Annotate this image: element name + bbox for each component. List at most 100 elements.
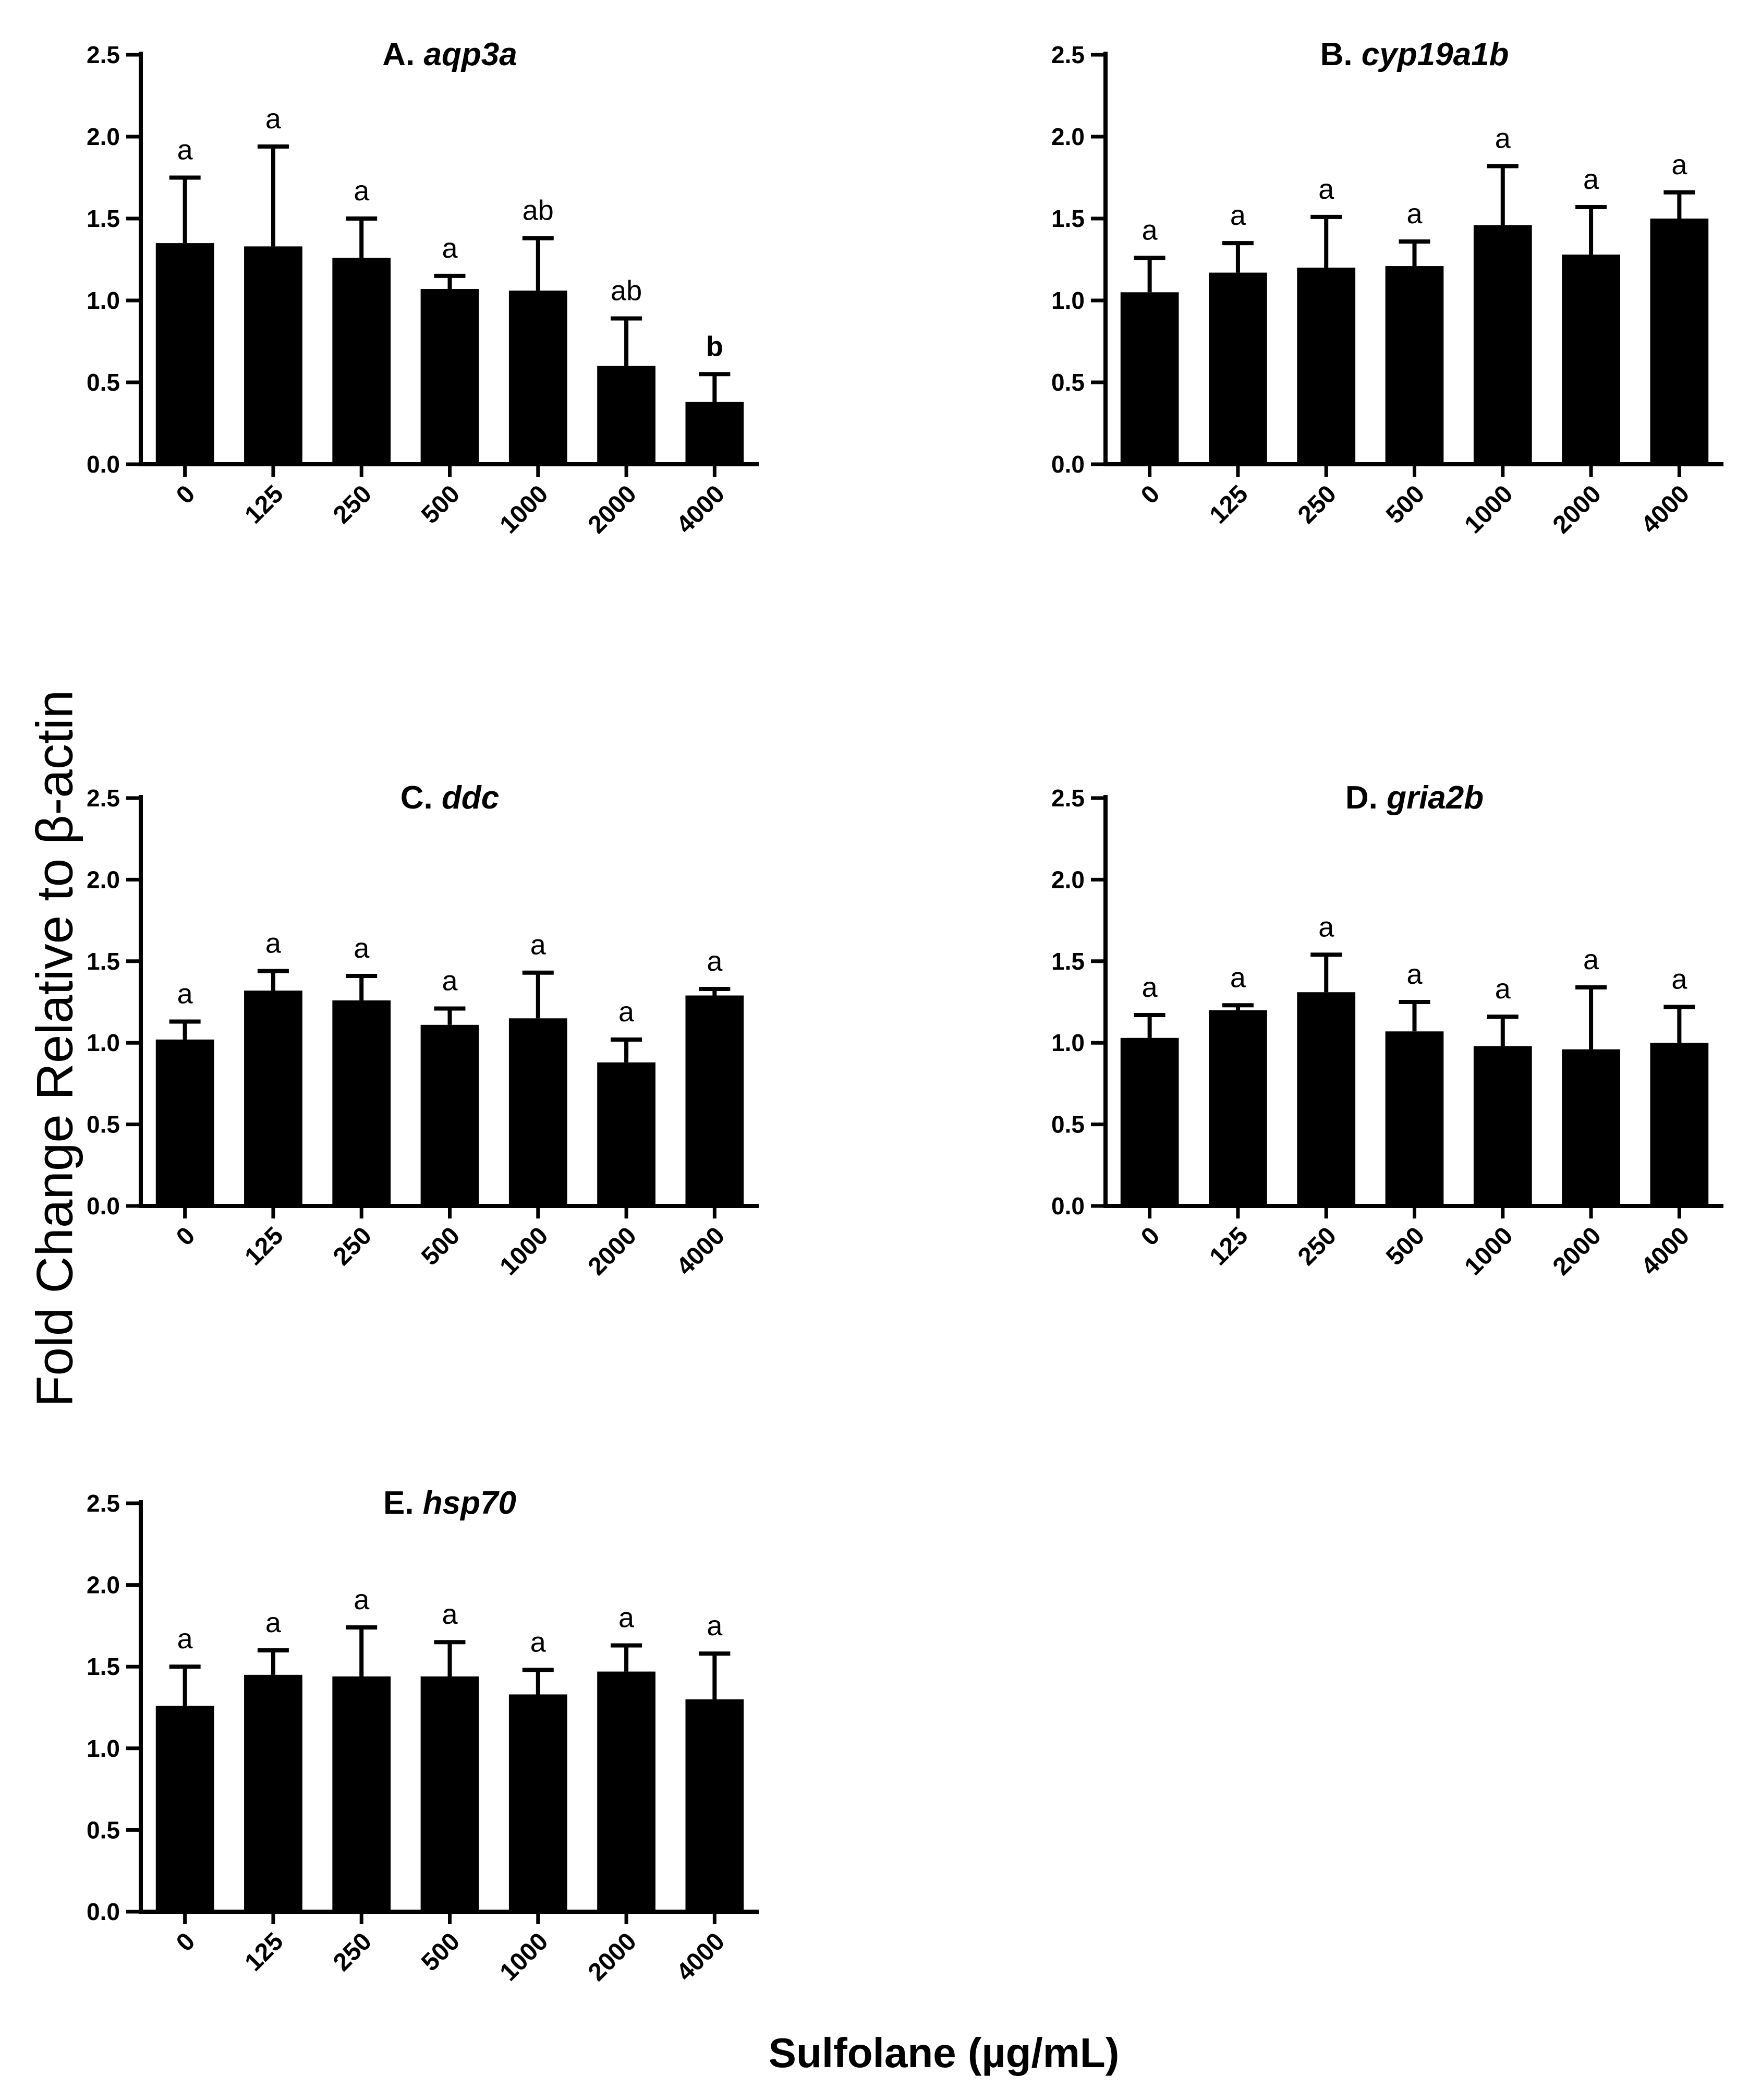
significance-letter: a (265, 928, 282, 959)
chart-title-gene: gria2b (1386, 780, 1484, 816)
bar (1209, 272, 1267, 464)
figure-y-axis-label: Fold Change Relative to β-actin (26, 690, 83, 1407)
y-tick-label: 1.0 (87, 287, 120, 314)
chart-title-prefix: B. (1320, 37, 1362, 73)
x-tick-label: 0 (1136, 1222, 1165, 1251)
significance-letter: a (1318, 911, 1334, 943)
y-tick-label: 1.0 (87, 1029, 120, 1056)
bar (420, 1676, 479, 1912)
y-tick-label: 2.0 (1051, 123, 1085, 150)
y-tick-label: 0.0 (87, 1192, 120, 1220)
significance-letter: a (1671, 149, 1687, 180)
significance-letter: a (1406, 198, 1423, 230)
chart-panel-b: a 0 a 125 a 250 a 500 a 1000 a 2000 a 4000 0.0 0.5 1.0 1.… (1051, 37, 1723, 539)
bar (1650, 219, 1709, 464)
significance-letter: ab (611, 275, 642, 307)
x-tick-label: 125 (1205, 1222, 1254, 1271)
significance-letter: a (442, 1599, 458, 1630)
bar (1297, 992, 1356, 1206)
y-tick-label: 1.5 (87, 1653, 120, 1680)
y-tick-label: 1.5 (1051, 205, 1085, 232)
chart-title: B. cyp19a1b (1320, 37, 1509, 73)
x-tick-label: 1000 (1460, 480, 1519, 539)
bar (597, 366, 655, 464)
chart-title-prefix: C. (400, 780, 442, 816)
significance-letter: a (354, 933, 370, 964)
x-tick-label: 500 (416, 1927, 465, 1976)
x-tick-label: 1000 (495, 1927, 554, 1986)
significance-letter: a (1318, 174, 1334, 205)
bar (1385, 266, 1444, 464)
x-tick-label: 250 (1293, 1222, 1342, 1271)
significance-letter: a (1583, 944, 1599, 975)
significance-letter: a (354, 1584, 370, 1615)
x-tick-label: 125 (1205, 480, 1254, 529)
y-tick-label: 2.0 (87, 866, 120, 893)
bar (155, 1039, 214, 1206)
y-tick-label: 1.5 (1051, 948, 1085, 975)
significance-letter: a (442, 233, 458, 264)
bar (155, 1706, 214, 1912)
x-tick-label: 2000 (583, 480, 642, 539)
significance-letter: a (1230, 200, 1246, 231)
chart-panel-a: a 0 a 125 a 250 a 500 ab 1000 ab 2000 b 4000 0.0 0.5 1.0… (87, 37, 759, 539)
y-tick-label: 2.5 (87, 41, 120, 68)
y-tick-label: 0.0 (1051, 451, 1085, 478)
y-tick-label: 1.5 (87, 205, 120, 232)
chart-title-prefix: A. (382, 37, 423, 73)
x-tick-label: 2000 (1548, 1222, 1607, 1281)
x-tick-label: 1000 (495, 480, 554, 539)
y-tick-label: 0.0 (87, 1898, 120, 1925)
x-tick-label: 4000 (671, 1927, 730, 1986)
x-tick-label: 4000 (671, 480, 730, 539)
bar (332, 1676, 391, 1912)
bar (1120, 1037, 1179, 1206)
bar (244, 991, 302, 1206)
significance-letter: a (1142, 214, 1158, 246)
y-tick-label: 0.5 (87, 1111, 120, 1138)
y-tick-label: 2.0 (87, 1572, 120, 1599)
significance-letter: a (265, 1607, 282, 1638)
bar (597, 1671, 655, 1912)
significance-letter: a (1495, 973, 1511, 1005)
x-tick-label: 4000 (1636, 1222, 1695, 1281)
y-tick-label: 1.0 (1051, 287, 1085, 314)
bar (420, 289, 479, 464)
bar (1297, 268, 1356, 464)
x-tick-label: 0 (1136, 480, 1165, 509)
significance-letter: a (1671, 963, 1687, 995)
bar (1385, 1031, 1444, 1206)
bar (1562, 1049, 1620, 1206)
y-tick-label: 1.0 (1051, 1029, 1085, 1056)
x-tick-label: 500 (416, 480, 465, 529)
y-tick-label: 2.0 (1051, 866, 1085, 893)
bar (1473, 225, 1532, 464)
figure-x-axis-label: Sulfolane (µg/mL) (768, 2030, 1120, 2076)
significance-letter: a (354, 175, 370, 207)
significance-letter: a (1142, 972, 1158, 1003)
y-tick-label: 2.5 (87, 785, 120, 812)
bar (1473, 1046, 1532, 1206)
bar (1562, 255, 1620, 464)
significance-letter: a (530, 1626, 546, 1658)
chart-panel-d: a 0 a 125 a 250 a 500 a 1000 a 2000 a 4000 0.0 0.5 1.0 1.… (1051, 780, 1723, 1281)
x-tick-label: 250 (328, 1927, 377, 1976)
x-tick-label: 1000 (495, 1222, 554, 1281)
bar (597, 1062, 655, 1206)
chart-panel-e: a 0 a 125 a 250 a 500 a 1000 a 2000 a 4000 0.0 0.5 1.0 1.… (87, 1485, 759, 1986)
significance-letter: a (618, 1602, 635, 1633)
significance-letter: a (1406, 959, 1423, 990)
significance-letter: a (707, 946, 723, 977)
significance-letter: a (265, 103, 282, 135)
x-tick-label: 4000 (671, 1222, 730, 1281)
significance-letter: a (707, 1610, 723, 1642)
y-tick-label: 0.5 (87, 369, 120, 396)
bar (685, 402, 744, 464)
y-tick-label: 2.0 (87, 123, 120, 150)
x-tick-label: 0 (171, 1222, 200, 1251)
significance-letter: a (177, 979, 193, 1010)
chart-title: E. hsp70 (383, 1485, 516, 1521)
bar (244, 246, 302, 464)
x-tick-label: 2000 (583, 1927, 642, 1986)
